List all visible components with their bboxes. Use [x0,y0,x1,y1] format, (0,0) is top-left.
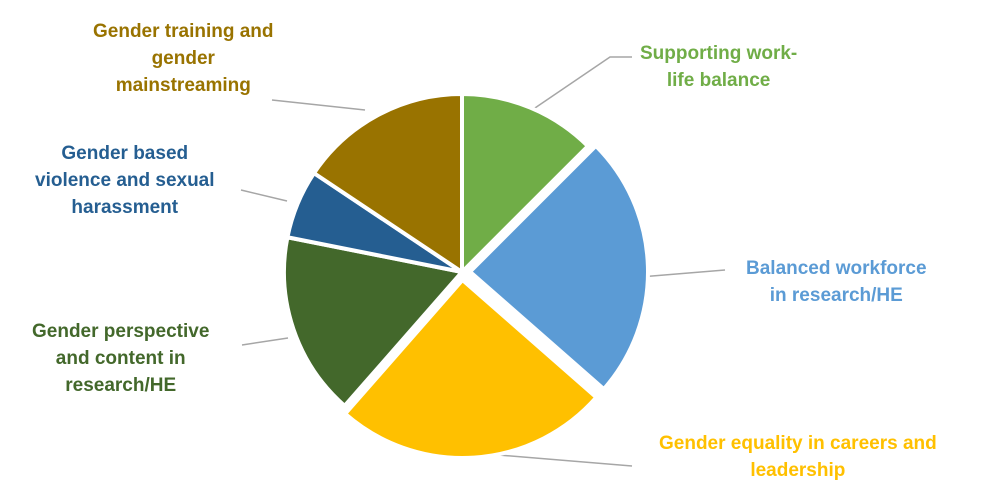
slice-label-line: Balanced workforce [746,258,927,279]
pie-slice-5 [311,92,464,274]
slice-label-3: Gender perspective and content in research… [32,318,209,399]
slice-label-line: research/HE [65,375,177,396]
slice-label-line: Gender equality in careers and [659,433,937,454]
leader-line-0 [531,56,632,111]
slice-label-line: Gender perspective [32,321,210,342]
slice-label-4: Gender based violence and sexual harassmen… [35,140,215,221]
leader-line-3 [241,337,289,346]
slice-label-line: and content in [55,348,186,369]
slice-label-5: Gender training and gender mainstreaming [93,18,274,99]
slice-label-line: life balance [666,70,771,91]
slice-label-2: Gender equality in careers and leadership [659,430,937,484]
slice-label-line: in research/HE [769,285,903,306]
slice-label-line: leadership [750,460,846,481]
pie-slice-1 [467,143,650,392]
slice-label-line: Gender training and [93,21,274,42]
slice-label-0: Supporting work-life balance [640,40,797,94]
leader-line-5 [271,99,366,111]
slice-label-line: mainstreaming [115,75,251,96]
pie-slice-3 [282,235,464,408]
slice-label-line: violence and sexual [35,170,215,191]
leader-line-1 [639,269,726,278]
pie-slice-0 [460,92,590,274]
slice-label-line: Supporting work- [640,43,798,64]
pie-slices [282,92,650,460]
slice-label-line: gender [151,48,215,69]
pie-slice-2 [343,277,599,460]
slice-label-1: Balanced workforce in research/HE [746,255,927,309]
slice-label-line: harassment [71,197,179,218]
leader-line-4 [240,189,288,202]
slice-label-line: Gender based [61,143,189,164]
